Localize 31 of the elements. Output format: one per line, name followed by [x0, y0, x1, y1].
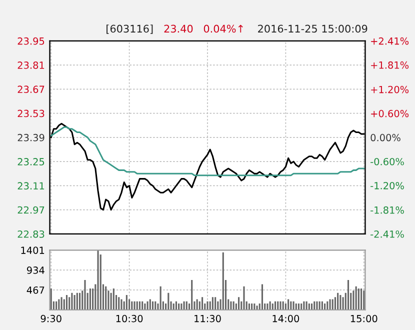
x-tick-label: 14:00: [272, 314, 300, 322]
x-tick-label: 15:00: [350, 314, 378, 322]
text: 0.04%↑: [204, 24, 243, 33]
y2-tick-label: -2.41%: [370, 230, 404, 238]
y-tick-label: 23.67: [18, 86, 44, 94]
y-tick-label: 22.97: [18, 206, 44, 214]
x-tick-label: 9:30: [40, 314, 62, 322]
y-tick-label: 23.39: [18, 134, 44, 142]
y-tick-label: 467: [26, 286, 44, 294]
y-tick-label: 934: [26, 266, 44, 274]
y-tick-label: 23.25: [18, 158, 44, 166]
y-tick-label: 23.11: [18, 182, 44, 190]
y2-tick-label: +2.41%: [371, 37, 409, 45]
line-series: [50, 126, 365, 176]
y2-tick-label: +0.60%: [371, 110, 409, 118]
y-tick-label: 1401: [21, 246, 44, 254]
x-tick-label: 11:30: [194, 314, 221, 322]
text: 2016-11-25 15:00:09: [258, 24, 368, 33]
y2-tick-label: 0.00%: [370, 134, 400, 142]
y-tick-label: 22.83: [18, 230, 44, 238]
chart-title: [603116]: [106, 24, 153, 34]
x-tick-label: 10:30: [116, 314, 143, 322]
y2-tick-label: -1.81%: [370, 206, 404, 214]
y2-tick-label: +1.20%: [371, 86, 409, 94]
y-tick-label: 23.53: [18, 110, 44, 118]
y2-tick-label: -1.20%: [370, 182, 404, 190]
y2-tick-label: +1.81%: [371, 61, 409, 69]
text: 23.40: [164, 24, 193, 33]
y-tick-label: 23.95: [18, 37, 44, 45]
y2-tick-label: -0.60%: [370, 158, 404, 166]
y-tick-label: 23.81: [18, 62, 44, 69]
